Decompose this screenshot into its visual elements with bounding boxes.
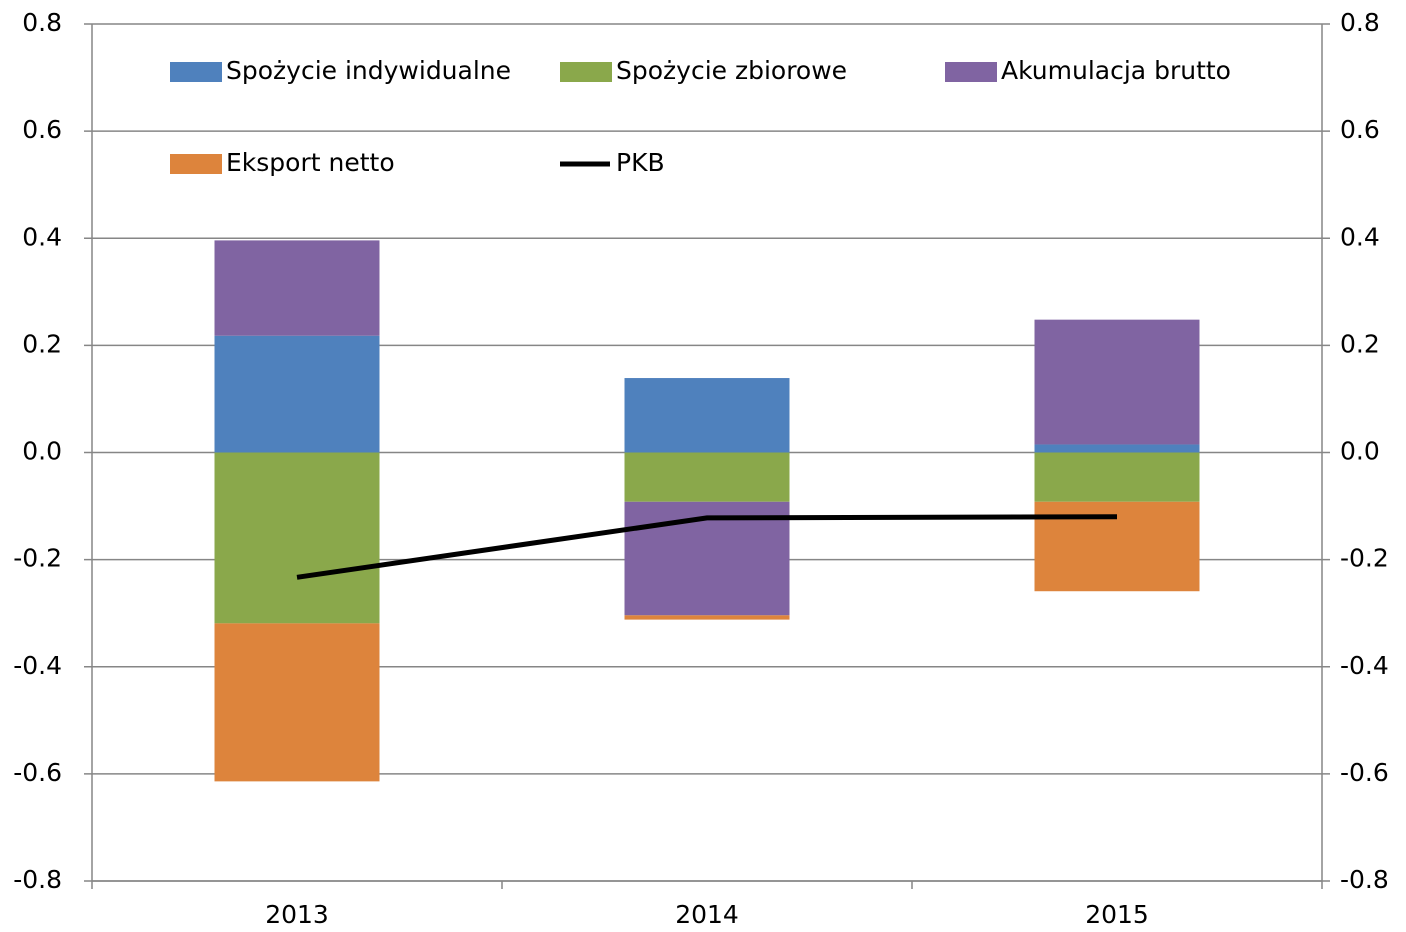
y2-tick-label: 0.2 xyxy=(1340,329,1380,358)
legend-label: Spożycie zbiorowe xyxy=(616,56,847,85)
y-tick-label: 0.8 xyxy=(22,8,62,37)
y2-tick-label: 0.6 xyxy=(1340,115,1380,144)
legend-label: Eksport netto xyxy=(226,148,395,177)
y-tick-label: -0.6 xyxy=(13,758,62,787)
bar-segment xyxy=(214,335,380,453)
legend-label: PKB xyxy=(616,148,665,177)
legend-swatch xyxy=(170,62,222,82)
bar-segment xyxy=(214,623,380,782)
bar-segment xyxy=(1034,444,1200,453)
legend-label: Spożycie indywidualne xyxy=(226,56,511,85)
legend-swatch xyxy=(945,62,997,82)
y-tick-label: 0.4 xyxy=(22,222,62,251)
x-tick-label: 2014 xyxy=(675,900,739,928)
y-tick-label: -0.2 xyxy=(13,544,62,573)
bar-segment xyxy=(1034,452,1200,502)
bar-segment xyxy=(624,378,790,453)
bar-segment xyxy=(214,452,380,624)
y2-tick-label: -0.8 xyxy=(1340,865,1389,894)
legend-swatch xyxy=(170,154,222,174)
y2-tick-label: 0.4 xyxy=(1340,222,1380,251)
y2-tick-label: -0.2 xyxy=(1340,544,1389,573)
y2-tick-label: -0.4 xyxy=(1340,651,1389,680)
y2-tick-label: 0.0 xyxy=(1340,437,1380,466)
y-tick-label: 0.6 xyxy=(22,115,62,144)
line-series xyxy=(296,514,1118,580)
y2-tick-label: -0.6 xyxy=(1340,758,1389,787)
x-tick-label: 2013 xyxy=(265,900,329,928)
bar-segment xyxy=(624,615,790,620)
y-tick-label: 0.2 xyxy=(22,329,62,358)
bar-segment xyxy=(1034,319,1200,445)
y-tick-label: -0.8 xyxy=(13,865,62,894)
y-tick-label: -0.4 xyxy=(13,651,62,680)
y2-tick-label: 0.8 xyxy=(1340,8,1380,37)
bar-segment xyxy=(624,501,790,616)
legend-label: Akumulacja brutto xyxy=(1001,56,1231,85)
y-tick-label: 0.0 xyxy=(22,437,62,466)
legend-swatch xyxy=(560,62,612,82)
bar-segment xyxy=(624,452,790,502)
x-tick-label: 2015 xyxy=(1085,900,1149,928)
bar-segment xyxy=(214,240,380,336)
